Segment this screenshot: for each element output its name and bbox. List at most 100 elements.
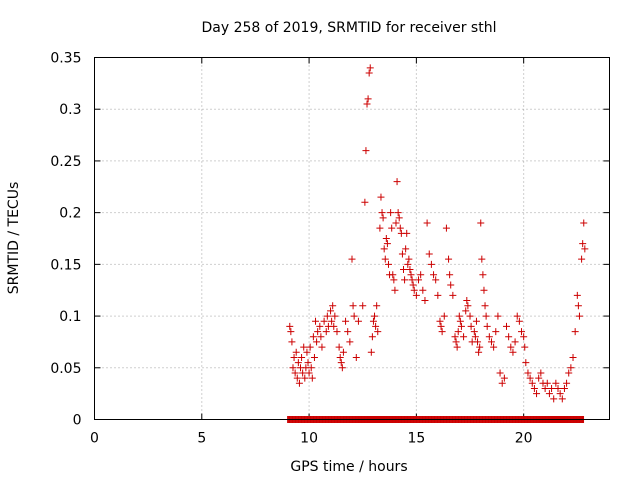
data-point — [310, 353, 318, 361]
data-point — [477, 219, 485, 227]
data-point — [298, 353, 306, 361]
axis-ticks: 0 5 10 15 20 0 0.05 0.1 0.15 0.2 0.25 0.3 0.35 — [50, 51, 610, 447]
data-point — [470, 328, 478, 336]
data-point — [390, 276, 398, 284]
data-point — [391, 286, 399, 294]
data-point — [406, 266, 414, 274]
grid-lines — [94, 57, 610, 420]
data-point — [369, 317, 377, 325]
data-point — [335, 343, 343, 351]
data-point — [320, 317, 328, 325]
data-point — [350, 312, 358, 320]
data-point — [513, 312, 521, 320]
data-point — [487, 338, 495, 346]
data-point — [421, 297, 429, 305]
data-point — [395, 214, 403, 222]
data-point — [481, 302, 489, 310]
data-point — [438, 328, 446, 336]
data-point — [509, 348, 517, 356]
x-tick-label: 15 — [407, 431, 425, 447]
data-point — [498, 379, 506, 387]
data-point — [383, 240, 391, 248]
data-point — [291, 369, 299, 377]
data-point — [452, 338, 460, 346]
data-point — [322, 328, 330, 336]
data-point — [387, 209, 395, 217]
data-point — [524, 369, 532, 377]
data-point — [427, 260, 435, 268]
data-point — [518, 328, 526, 336]
data-point — [376, 224, 384, 232]
data-point — [571, 328, 579, 336]
data-point — [378, 209, 386, 217]
data-point — [392, 219, 400, 227]
data-point — [384, 260, 392, 268]
data-point — [451, 333, 459, 341]
data-point — [480, 286, 488, 294]
data-point — [573, 291, 581, 299]
data-point — [368, 333, 376, 341]
data-point — [393, 178, 401, 186]
data-point — [306, 343, 314, 351]
data-point — [394, 209, 402, 217]
data-point — [349, 302, 357, 310]
data-point — [396, 224, 404, 232]
data-point — [329, 302, 337, 310]
data-point — [372, 322, 380, 330]
data-point — [299, 369, 307, 377]
y-tick-label: 0.25 — [50, 154, 81, 170]
data-point — [579, 240, 587, 248]
data-point — [552, 379, 560, 387]
data-point — [388, 224, 396, 232]
data-point — [543, 379, 551, 387]
data-point — [565, 369, 573, 377]
data-point — [294, 359, 302, 367]
data-point — [373, 302, 381, 310]
data-point — [412, 291, 420, 299]
x-tick-label: 5 — [197, 431, 206, 447]
data-point — [432, 276, 440, 284]
data-point — [365, 69, 373, 77]
data-points — [284, 64, 589, 423]
data-point — [558, 395, 566, 403]
data-point — [447, 281, 455, 289]
data-point — [410, 286, 418, 294]
data-point — [526, 374, 534, 382]
data-point — [389, 271, 397, 279]
data-point — [403, 229, 411, 237]
data-point — [318, 343, 326, 351]
data-point — [483, 322, 491, 330]
data-point — [338, 364, 346, 372]
data-point — [308, 374, 316, 382]
data-point — [348, 255, 356, 263]
data-point — [317, 333, 325, 341]
data-point — [289, 364, 297, 372]
data-point — [507, 343, 515, 351]
data-point — [454, 328, 462, 336]
data-point — [346, 338, 354, 346]
data-point — [500, 374, 508, 382]
y-tick-label: 0.1 — [59, 309, 81, 325]
data-point — [492, 328, 500, 336]
data-point — [505, 333, 513, 341]
data-point — [292, 348, 300, 356]
data-point — [290, 353, 298, 361]
y-tick-label: 0.05 — [50, 361, 81, 377]
data-point — [476, 343, 484, 351]
data-point — [496, 369, 504, 377]
data-point — [511, 338, 519, 346]
data-point — [440, 312, 448, 320]
data-point — [333, 328, 341, 336]
data-point — [548, 384, 556, 392]
data-point — [371, 312, 379, 320]
data-point — [474, 338, 482, 346]
data-point — [467, 322, 475, 330]
data-point — [415, 276, 423, 284]
data-point — [449, 291, 457, 299]
data-point — [456, 317, 464, 325]
data-point — [463, 297, 471, 305]
data-point — [359, 302, 367, 310]
data-point — [339, 348, 347, 356]
data-point — [535, 374, 543, 382]
